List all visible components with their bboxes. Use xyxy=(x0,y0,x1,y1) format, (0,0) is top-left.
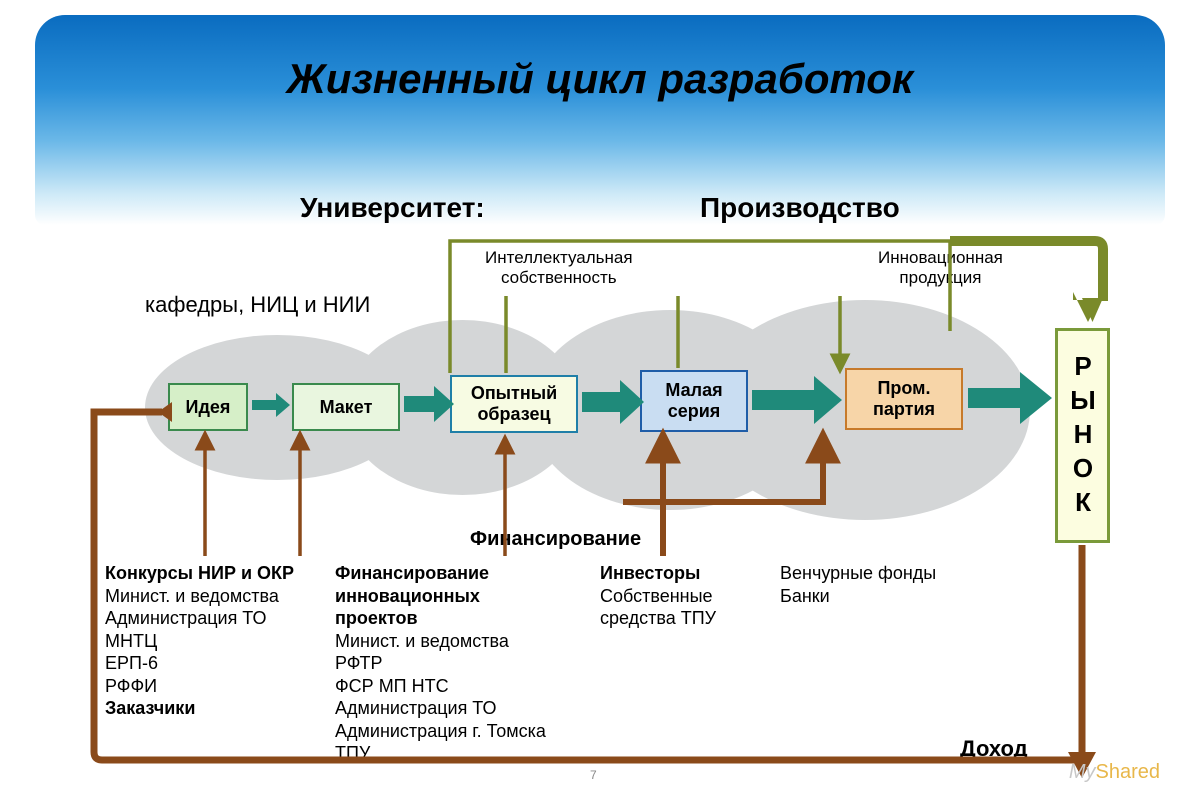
label-departments: кафедры, НИЦ и НИИ xyxy=(145,292,370,318)
column-investors: ИнвесторыСобственныесредства ТПУ xyxy=(600,562,716,630)
column-innov-fin: ФинансированиеинновационныхпроектовМинис… xyxy=(335,562,546,765)
stage-maket: Макет xyxy=(292,383,400,431)
stage-prototype: Опытный образец xyxy=(450,375,578,433)
market-box: РЫНОК xyxy=(1055,328,1110,543)
label-innov-products: Инновационная продукция xyxy=(878,248,1003,288)
watermark: MyShared xyxy=(1069,761,1160,784)
stage-idea: Идея xyxy=(168,383,248,431)
label-financing: Финансирование xyxy=(470,528,641,551)
slide-canvas: Жизненный цикл разработок Университет: П… xyxy=(0,0,1200,798)
page-number: 7 xyxy=(590,768,597,782)
heading-university: Университет: xyxy=(300,192,485,224)
column-nir-okr: Конкурсы НИР и ОКРМинист. и ведомстваАдм… xyxy=(105,562,294,720)
label-ip: Интеллектуальная собственность xyxy=(485,248,633,288)
slide-title: Жизненный цикл разработок xyxy=(0,55,1200,103)
heading-production: Производство xyxy=(700,192,900,224)
sky-gradient xyxy=(35,15,1165,225)
column-venture: Венчурные фондыБанки xyxy=(780,562,936,607)
label-income: Доход xyxy=(960,736,1028,762)
stage-smallbatch: Малая серия xyxy=(640,370,748,432)
stage-prombatch: Пром. партия xyxy=(845,368,963,430)
